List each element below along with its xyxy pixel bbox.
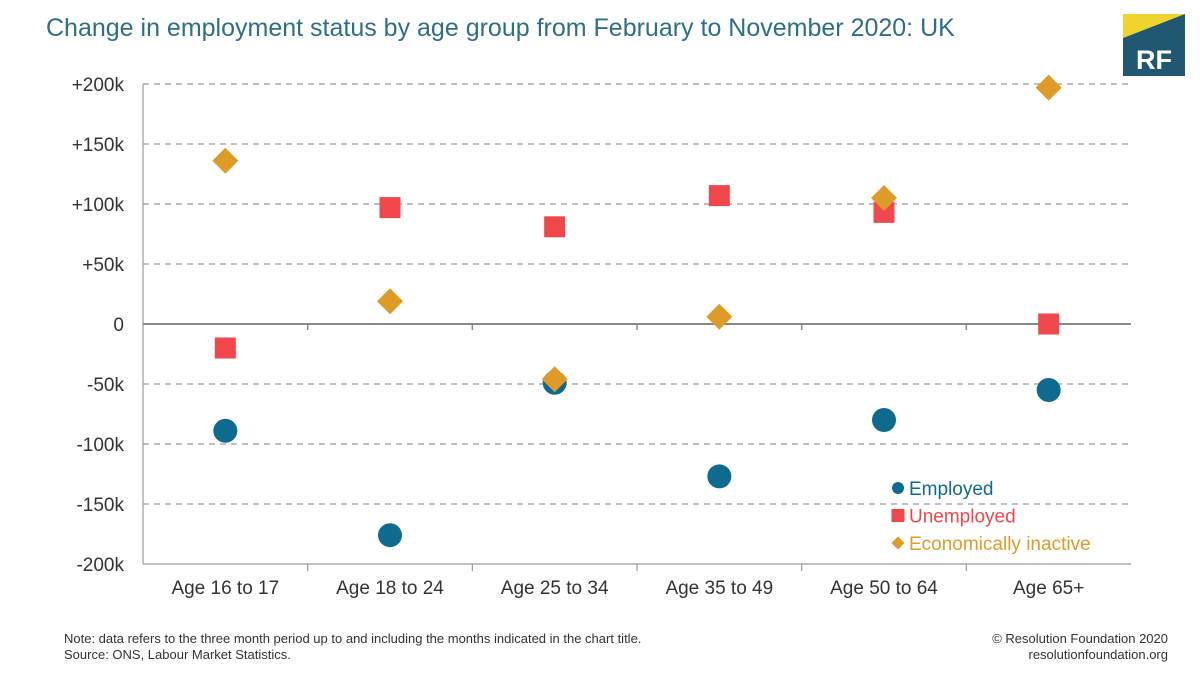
y-tick-label: 0 [113, 315, 124, 336]
y-tick-label: +50k [82, 255, 124, 276]
legend-marker-unemployed [891, 509, 905, 522]
legend-label-economically-inactive: Economically inactive [909, 534, 1091, 555]
x-tick-label: Age 25 to 34 [501, 578, 609, 599]
economically-inactive-point [212, 147, 239, 174]
legend-marker-economically-inactive [891, 536, 905, 550]
footer-source: Source: ONS, Labour Market Statistics. [64, 647, 291, 662]
legend-label-unemployed: Unemployed [909, 507, 1016, 528]
y-tick-label: +200k [72, 75, 125, 96]
economically-inactive-point [706, 303, 733, 330]
footer-copyright: © Resolution Foundation 2020 [992, 631, 1168, 646]
unemployed-point [214, 337, 236, 359]
x-tick-label: Age 65+ [1013, 578, 1084, 599]
employed-point [378, 523, 402, 548]
unemployed-point [544, 216, 566, 238]
logo-text: RF [1136, 45, 1172, 75]
unemployed-point [708, 185, 730, 207]
economically-inactive-point [871, 185, 897, 211]
y-tick-label: -150k [76, 495, 124, 516]
economically-inactive-point [541, 366, 568, 393]
resolution-foundation-logo: RF [1123, 14, 1185, 76]
footer-website: resolutionfoundation.org [1028, 647, 1169, 662]
footer-notes: Note: data refers to the three month per… [64, 631, 641, 663]
economically-inactive-point [377, 288, 403, 315]
footer-note: Note: data refers to the three month per… [64, 631, 642, 646]
y-tick-label: +150k [72, 135, 125, 156]
chart-title: Change in employment status by age group… [46, 14, 955, 42]
unemployed-point [873, 201, 895, 223]
economically-inactive-point [1035, 74, 1062, 101]
footer-credits: © Resolution Foundation 2020 resolutionf… [992, 631, 1168, 663]
employed-point [707, 464, 732, 489]
employed-point [1036, 378, 1061, 402]
y-tick-label: -50k [87, 375, 124, 396]
x-tick-label: Age 18 to 24 [336, 578, 444, 599]
legend-marker-employed [892, 482, 904, 494]
legend-label-employed: Employed [909, 479, 994, 500]
x-tick-label: Age 50 to 64 [830, 578, 938, 599]
scatter-chart: +200k +150k +100k +50k 0 -50k -100k -150k -200k A… [72, 74, 1131, 599]
y-tick-label: -100k [76, 435, 124, 456]
logo-teal-shape [1123, 14, 1185, 76]
x-tick-label: Age 35 to 49 [665, 578, 773, 599]
y-tick-label: -200k [76, 555, 124, 576]
y-tick-label: +100k [72, 195, 125, 216]
employed-point [872, 408, 896, 432]
unemployed-point [1038, 313, 1060, 335]
unemployed-point [379, 197, 401, 219]
employed-point [213, 418, 238, 443]
x-tick-label: Age 16 to 17 [171, 578, 279, 599]
